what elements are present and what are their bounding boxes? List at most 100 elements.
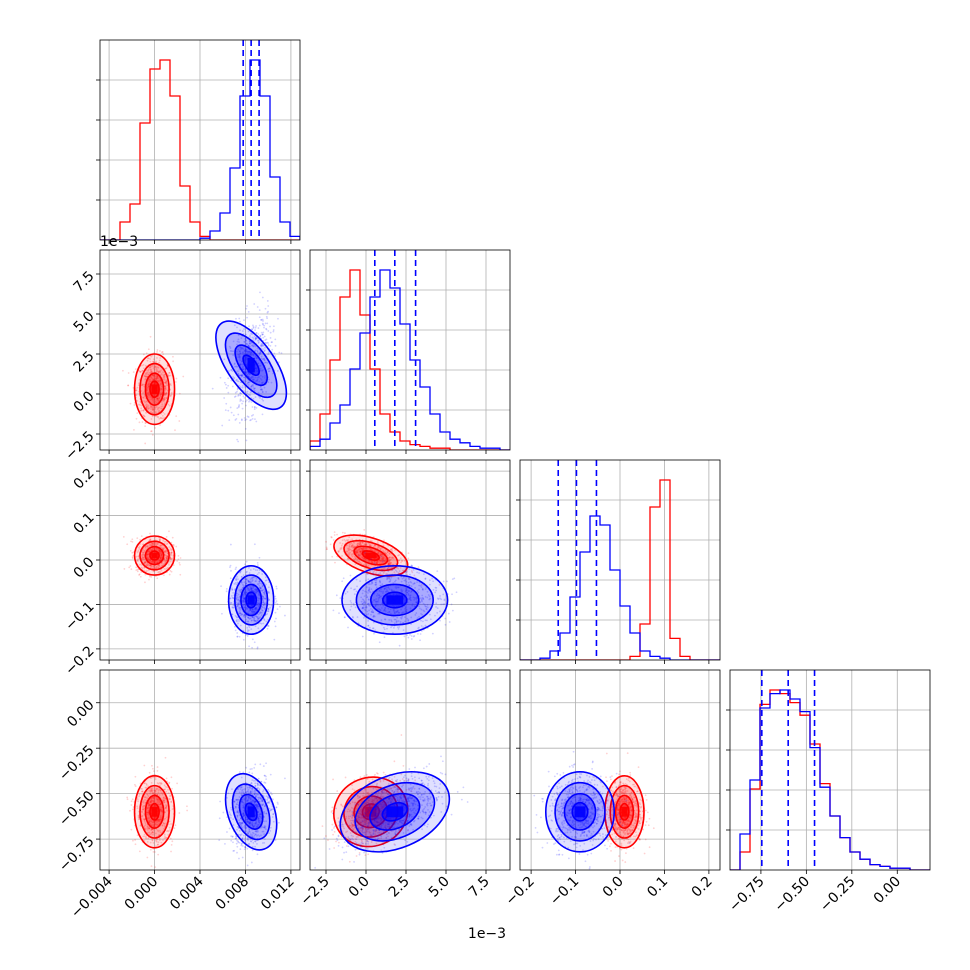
scatter-point (157, 416, 160, 418)
scatter-point (144, 425, 147, 427)
scatter-point (153, 368, 156, 371)
scatter-point (230, 602, 233, 604)
scatter-point (235, 615, 238, 618)
scatter-point (265, 327, 267, 330)
scatter-point (145, 545, 148, 548)
scatter-point (244, 590, 247, 593)
scatter-point (266, 353, 269, 356)
scatter-point (365, 563, 368, 566)
scatter-point (260, 582, 263, 585)
scatter-point (145, 404, 147, 407)
scatter-point (141, 543, 144, 546)
scatter-point (250, 414, 253, 417)
scatter-point (379, 553, 382, 556)
scatter-point (263, 359, 266, 362)
scatter-point (251, 619, 253, 622)
scatter-point (159, 550, 162, 553)
scatter-point (237, 598, 240, 601)
panel-3-0: −0.004 0.000 0.004 0.008 0.012−0.75−0.50−0.2… (56, 669, 301, 921)
scatter-point (163, 559, 166, 561)
scatter-point (379, 560, 382, 562)
scatter-point (158, 566, 160, 569)
scatter-point (261, 585, 264, 588)
scatter-point (152, 560, 155, 563)
scatter-point (355, 550, 358, 553)
scatter-point (250, 608, 253, 610)
scatter-point (249, 352, 252, 355)
scatter-point (256, 569, 259, 572)
scatter-point (262, 588, 265, 591)
scatter-point (141, 559, 144, 561)
scatter-point (389, 563, 392, 565)
scatter-point (151, 542, 154, 545)
scatter-point (243, 597, 245, 600)
scatter-point (148, 366, 151, 369)
scatter-point (414, 614, 417, 616)
scatter-point (346, 557, 349, 560)
scatter-point (257, 391, 260, 394)
scatter-point (249, 350, 252, 353)
scatter-point (251, 608, 254, 611)
scatter-point (363, 528, 366, 531)
scatter-point (233, 324, 236, 327)
scatter-point (156, 397, 159, 400)
scatter-point (258, 353, 261, 355)
scatter-point (405, 610, 408, 613)
scatter-point (275, 600, 278, 603)
scatter-point (249, 419, 252, 422)
scatter-point (245, 582, 248, 585)
scatter-point (139, 370, 142, 373)
scatter-point (225, 387, 228, 389)
scatter-point (381, 560, 384, 563)
scatter-point (247, 330, 250, 333)
scatter-point (231, 613, 234, 616)
scatter-point (138, 421, 141, 424)
scatter-point (400, 580, 403, 583)
scatter-point (140, 535, 143, 538)
scatter-point (387, 562, 390, 565)
scatter-point (373, 558, 376, 560)
scatter-point (231, 370, 234, 372)
scatter-point (256, 616, 259, 619)
scatter-point (434, 591, 437, 594)
scatter-point (172, 355, 174, 358)
scatter-point (258, 616, 261, 619)
scatter-point (159, 544, 162, 547)
scatter-point (247, 372, 250, 374)
scatter-point (153, 382, 155, 384)
scatter-point (167, 365, 170, 368)
scatter-point (238, 422, 241, 424)
scatter-point (242, 599, 245, 602)
scatter-point (379, 581, 382, 584)
scatter-point (362, 548, 364, 551)
scatter-point (382, 559, 385, 562)
scatter-point (233, 396, 236, 398)
scatter-point (251, 406, 254, 408)
scatter-point (154, 851, 156, 853)
scatter-point (257, 342, 260, 344)
scatter-point (254, 588, 256, 591)
scatter-point (157, 370, 160, 373)
scatter-point (150, 410, 152, 413)
scatter-point (147, 408, 149, 411)
scatter-point (269, 337, 272, 339)
scatter-point (149, 408, 152, 410)
scatter-point (158, 399, 160, 402)
scatter-point (141, 567, 144, 570)
scatter-point (245, 343, 248, 346)
scatter-point (157, 566, 160, 569)
scatter-point (238, 618, 240, 621)
scatter-point (233, 583, 236, 585)
scatter-point (262, 601, 265, 604)
scatter-point (350, 605, 353, 608)
scatter-point (247, 310, 250, 313)
scatter-point (154, 375, 157, 378)
scatter-point (426, 596, 429, 599)
scatter-point (387, 607, 390, 610)
scatter-point (250, 589, 253, 592)
scatter-point (384, 558, 387, 560)
scatter-point (249, 345, 251, 348)
scatter-point (416, 571, 419, 574)
scatter-point (246, 343, 249, 345)
scatter-point (165, 391, 168, 394)
